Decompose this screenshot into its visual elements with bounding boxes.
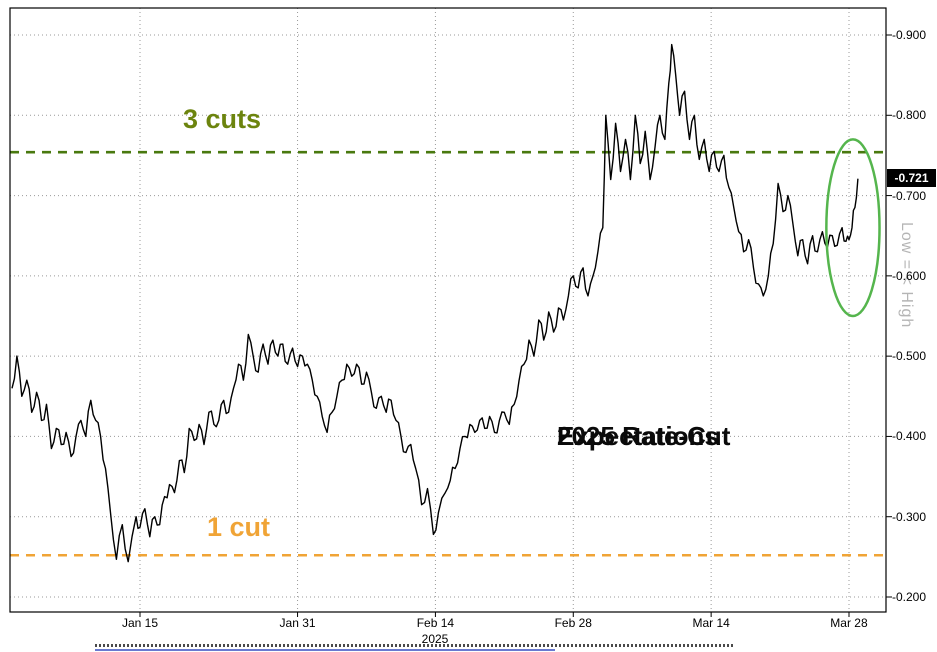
highlight-ellipse	[825, 138, 881, 318]
rate-series-line	[11, 43, 859, 563]
plot-frame	[9, 7, 887, 613]
